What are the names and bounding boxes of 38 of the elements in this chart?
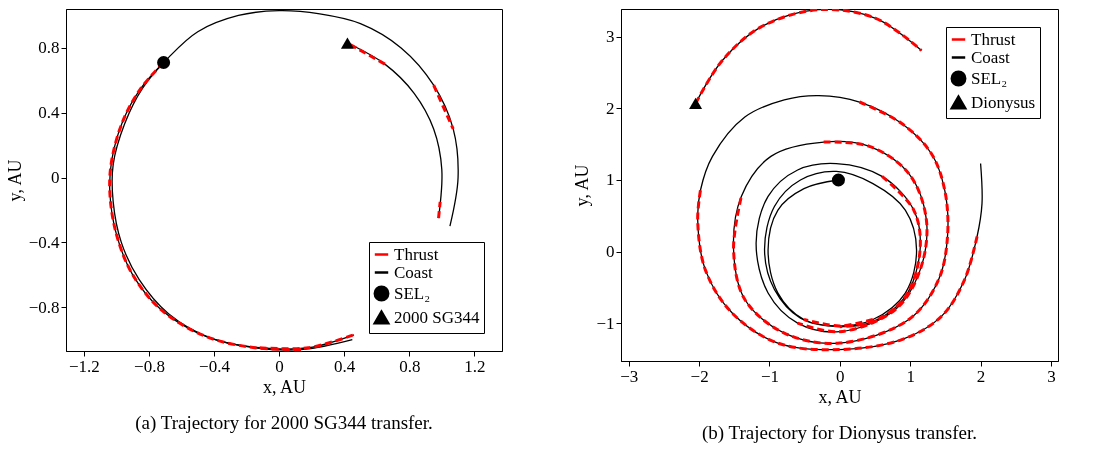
x-tick-label: −1.2 bbox=[68, 356, 100, 376]
x-tick-label: −2 bbox=[690, 366, 709, 386]
x-tick-label: −1 bbox=[760, 366, 780, 386]
x-tick-label: −0.8 bbox=[134, 356, 165, 376]
y-tick-label: 3 bbox=[606, 27, 615, 47]
y-tick-label: −1 bbox=[596, 313, 615, 333]
x-tick-label: 1 bbox=[906, 366, 915, 386]
x-tick-label: 1.2 bbox=[464, 356, 486, 376]
y-tick-label: 0 bbox=[51, 168, 60, 188]
y-tick-label: 0.4 bbox=[38, 103, 60, 123]
legend-label: SEL₂ bbox=[394, 283, 431, 303]
x-tick-label: −3 bbox=[620, 366, 639, 386]
legend-label: Thrust bbox=[971, 29, 1016, 49]
legend-label: Coast bbox=[971, 47, 1010, 67]
legend-label: Dionysus bbox=[971, 92, 1036, 112]
y-tick-label: 2 bbox=[606, 98, 615, 118]
x-tick-label: 3 bbox=[1047, 366, 1056, 386]
y-axis-title: y, AU bbox=[572, 164, 593, 207]
x-axis-title: x, AU bbox=[262, 376, 307, 397]
y-tick-label: −0.4 bbox=[28, 232, 60, 252]
legend-label: 2000 SG344 bbox=[394, 307, 480, 327]
text: (b) Trajectory for Dionysus transfer. bbox=[702, 422, 977, 444]
x-tick-label: 0 bbox=[836, 366, 845, 386]
y-tick-label: 0.8 bbox=[38, 38, 60, 58]
x-tick-label: 0.8 bbox=[399, 356, 421, 376]
y-axis-title: y, AU bbox=[4, 159, 25, 202]
legend-label: Coast bbox=[394, 262, 433, 282]
text: (a) Trajectory for 2000 SG344 transfer. bbox=[135, 412, 433, 434]
x-axis-title: x, AU bbox=[818, 386, 862, 407]
y-tick-label: 1 bbox=[606, 170, 615, 190]
y-tick-label: −0.8 bbox=[28, 297, 60, 317]
legend-label: SEL₂ bbox=[971, 68, 1008, 88]
y-tick-label: 0 bbox=[606, 242, 615, 262]
legend-label: Thrust bbox=[394, 244, 439, 264]
x-tick-label: 0.4 bbox=[334, 356, 356, 376]
x-tick-label: 2 bbox=[976, 366, 986, 386]
x-tick-label: −0.4 bbox=[199, 356, 231, 376]
x-tick-label: 0 bbox=[275, 356, 284, 376]
